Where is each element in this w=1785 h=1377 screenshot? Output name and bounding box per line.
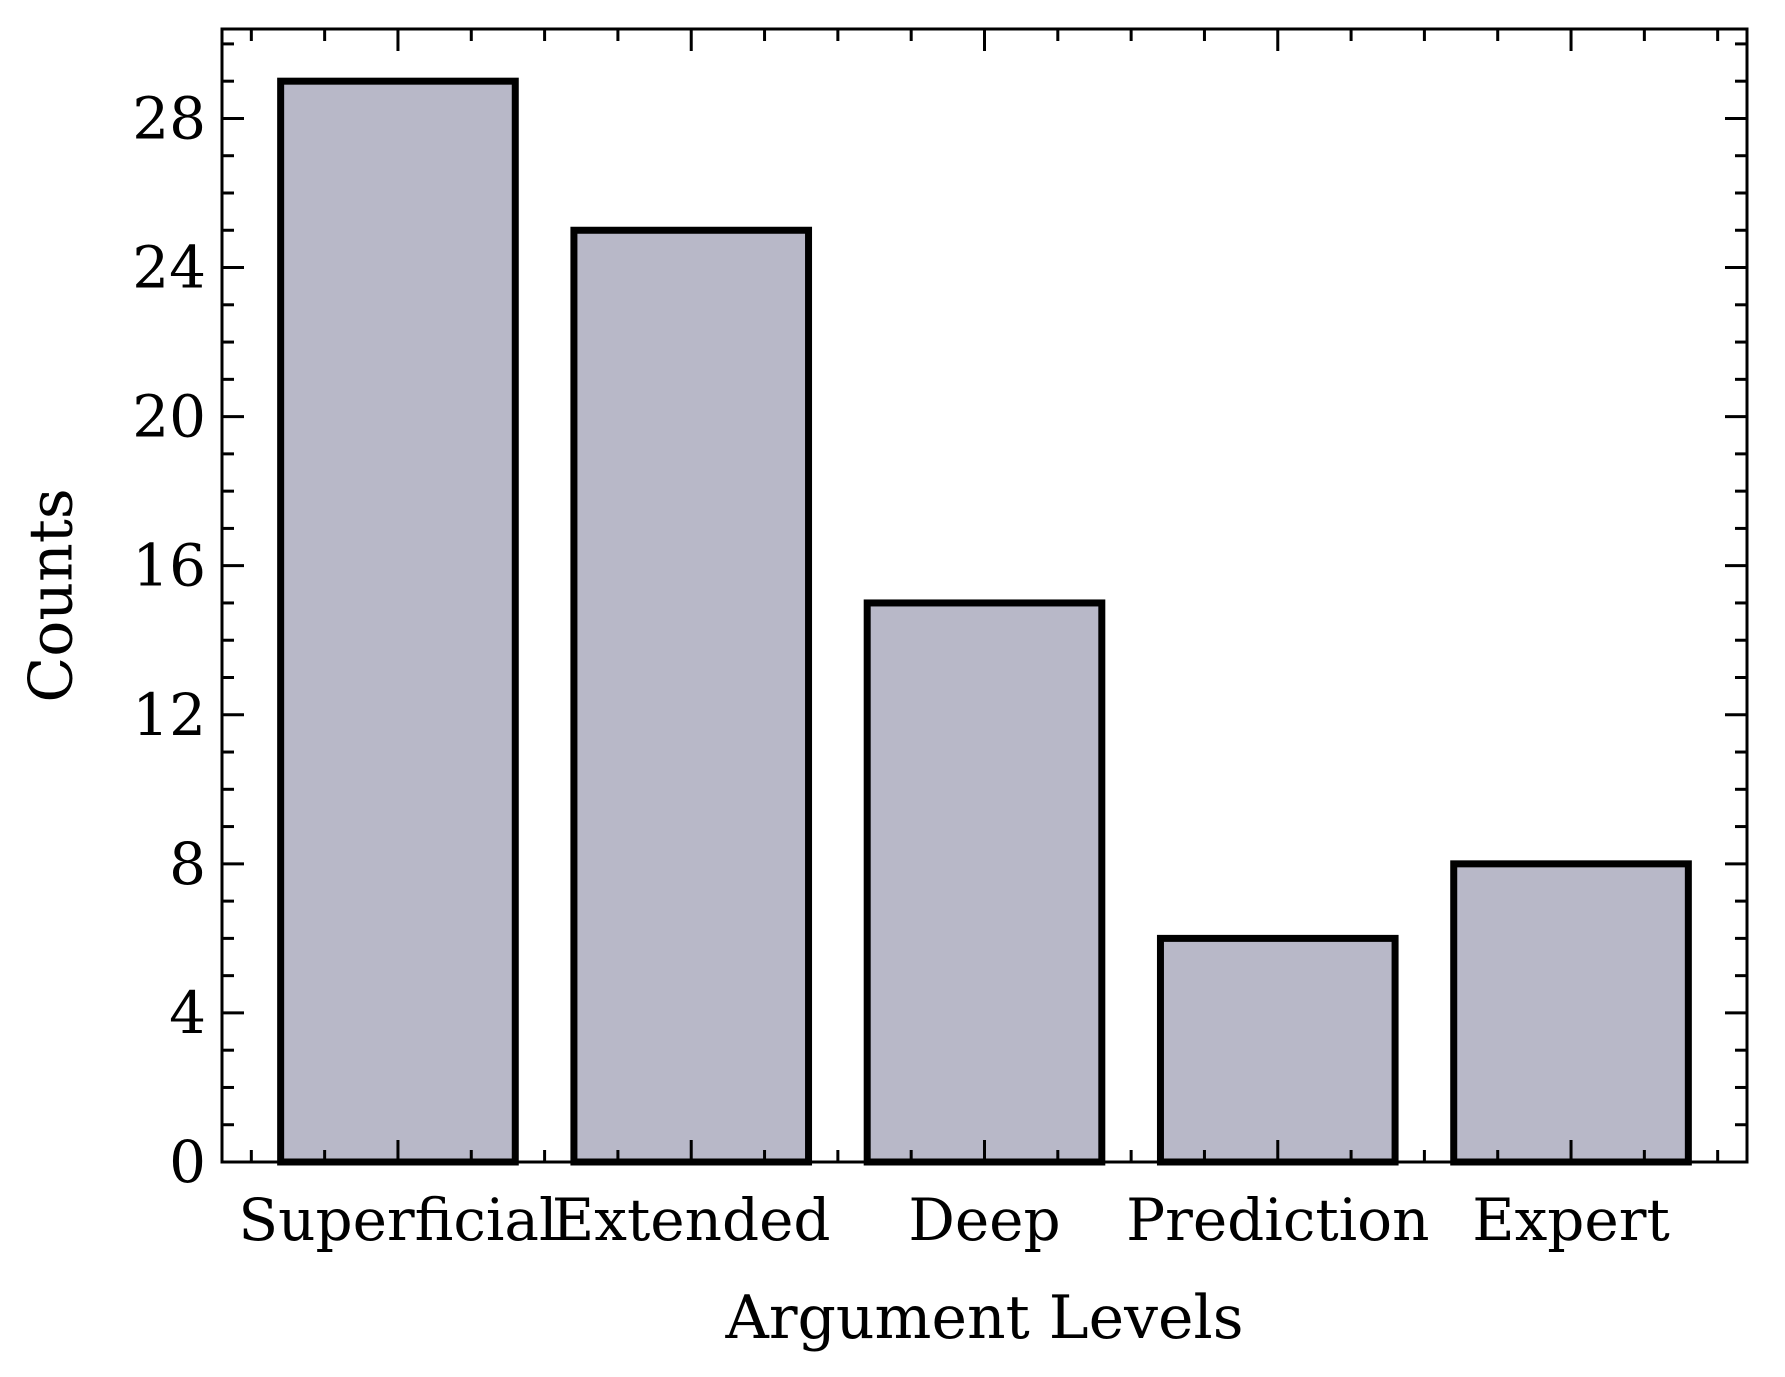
bars-group — [277, 77, 1692, 1166]
y-axis-label: Counts — [17, 488, 87, 702]
y-tick-label: 20 — [132, 383, 206, 451]
y-tick-label: 12 — [132, 681, 206, 749]
y-tick-label: 0 — [169, 1128, 206, 1196]
plot-frame — [220, 27, 1749, 1164]
bar-extended — [570, 226, 813, 1166]
tick-marks-group — [222, 29, 1747, 1164]
bar-prediction — [1156, 934, 1399, 1166]
y-tick-label: 8 — [169, 830, 206, 898]
x-tick-label: Extended — [552, 1186, 831, 1254]
x-tick-label: Superficial — [238, 1186, 557, 1254]
y-tick-label: 28 — [132, 84, 206, 152]
x-axis-label: Argument Levels — [724, 1283, 1243, 1353]
x-tick-label: Deep — [908, 1186, 1060, 1254]
x-tick-label: Expert — [1472, 1186, 1670, 1254]
y-tick-label: 16 — [132, 532, 206, 600]
bar-expert — [1450, 860, 1692, 1166]
x-tick-label: Prediction — [1126, 1186, 1429, 1254]
y-tick-label: 4 — [169, 979, 206, 1047]
y-tick-label: 24 — [132, 234, 206, 302]
bar-superficial — [277, 77, 519, 1166]
bar-deep — [863, 599, 1106, 1166]
